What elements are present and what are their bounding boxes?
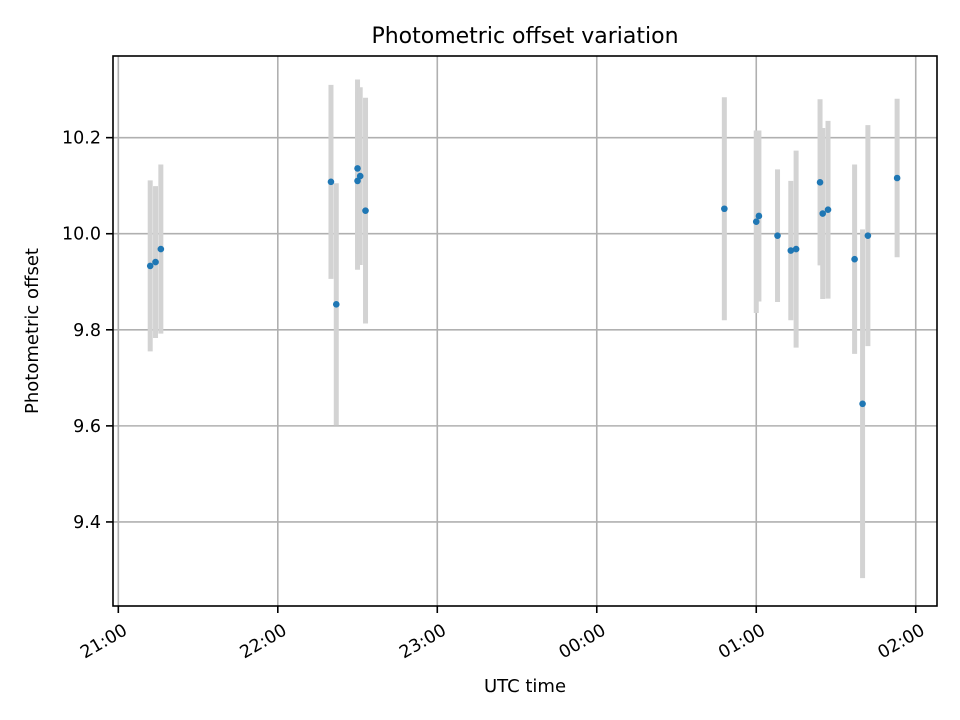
data-point xyxy=(864,232,872,239)
grid-layer xyxy=(113,56,937,606)
data-point xyxy=(152,258,159,266)
data-point xyxy=(721,205,728,213)
x-axis-label: UTC time xyxy=(484,676,566,697)
data-point xyxy=(816,179,824,186)
point-layer xyxy=(146,165,901,408)
data-point xyxy=(774,232,781,239)
data-point xyxy=(157,245,165,253)
y-tick-label: 9.8 xyxy=(73,321,101,341)
data-point xyxy=(851,255,858,263)
data-point xyxy=(792,245,800,253)
data-point xyxy=(893,174,901,182)
y-tick-label: 9.6 xyxy=(73,417,101,437)
data-point xyxy=(354,177,361,185)
data-point xyxy=(362,207,369,214)
y-tick-label: 10.2 xyxy=(62,129,101,149)
y-axis-label: Photometric offset xyxy=(22,248,43,414)
y-tick-label: 9.4 xyxy=(73,513,101,533)
y-tick-label: 10.0 xyxy=(62,225,101,245)
data-point xyxy=(787,247,795,254)
chart-title: Photometric offset variation xyxy=(371,24,678,49)
data-point xyxy=(332,301,340,308)
data-point xyxy=(146,262,154,270)
data-point xyxy=(824,206,832,214)
data-point xyxy=(356,172,364,180)
data-point xyxy=(327,178,335,186)
data-point xyxy=(859,400,866,408)
data-point xyxy=(354,165,361,172)
data-point xyxy=(755,212,763,220)
data-point xyxy=(752,218,760,226)
plot-frame xyxy=(112,55,938,607)
data-point xyxy=(819,210,827,217)
